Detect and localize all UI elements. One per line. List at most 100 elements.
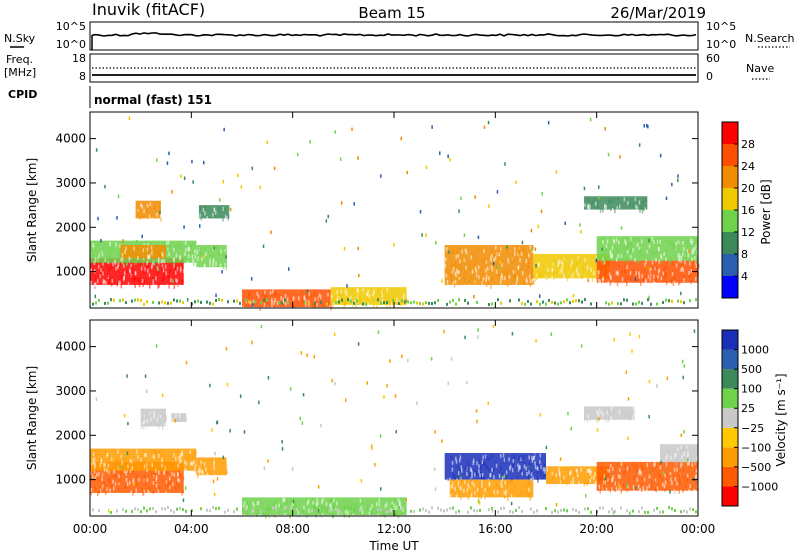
velocity-scatter-points: [95, 324, 696, 515]
freq-tick-bottom: 8: [79, 70, 86, 83]
velocity-ylabel: Slant Range [km]: [25, 366, 39, 470]
power-colorbar-segment-0: [722, 276, 738, 298]
velocity-colorbar-segment-0: [722, 486, 738, 506]
power-colorbar-segment-1: [722, 254, 738, 276]
velocity-colorbar-segment-5: [722, 388, 738, 409]
velocity-colorbar-tick-1: 500: [741, 363, 762, 376]
power-colorbar-segment-4: [722, 188, 738, 210]
velocity-colorbar-segment-1: [722, 466, 738, 487]
velocity-colorbar-tick-6: −500: [741, 461, 771, 474]
velocity-region-2: [140, 408, 167, 430]
power-colorbar-tick-4: 20: [741, 182, 755, 195]
power-region-12: [584, 196, 648, 214]
power-colorbar-segment-3: [722, 210, 738, 232]
velocity-ytick-0: 1000: [55, 473, 86, 487]
freq-panel: Freq. [MHz] 18 8 60 0 Nave: [4, 52, 774, 83]
velocity-xtick-0: 00:00: [73, 522, 108, 536]
velocity-colorbar-segment-2: [722, 447, 738, 467]
velocity-region-7: [449, 479, 534, 502]
power-colorbar-segment-6: [722, 144, 738, 166]
noise-panel: N.Sky 10^5 10^0 10^5 10^0 N.Search: [4, 20, 795, 51]
date-title: 26/Mar/2019: [610, 4, 706, 22]
noise-right-tick-top: 10^5: [706, 20, 736, 33]
power-near-range: [92, 298, 697, 306]
velocity-xtick-2: 08:00: [275, 522, 310, 536]
noise-left-tick-top: 10^5: [56, 20, 86, 33]
velocity-xtick-6: 00:00: [681, 522, 716, 536]
velocity-xtick-5: 20:00: [579, 522, 614, 536]
power-colorbar-tick-0: 4: [741, 270, 748, 283]
power-colorbar-label: Power [dB]: [759, 179, 773, 244]
power-ytick-0: 1000: [55, 265, 86, 279]
power-heatmap: [90, 116, 700, 312]
power-region-9: [533, 253, 611, 283]
velocity-colorbar: 1000 500 100 25 −25 −100 −500 −1000: [721, 329, 778, 507]
freq-label-2: [MHz]: [4, 66, 36, 79]
velocity-colorbar-tick-0: 1000: [741, 344, 769, 357]
power-colorbar-tick-1: 8: [741, 248, 748, 261]
noise-sky-trace: [91, 32, 697, 37]
power-colorbar-tick-5: 24: [741, 160, 755, 173]
velocity-ytick-3: 4000: [55, 340, 86, 354]
beam-title: Beam 15: [358, 4, 425, 22]
velocity-colorbar-segment-4: [722, 408, 738, 428]
freq-label-1: Freq.: [6, 53, 33, 66]
power-colorbar-segment-2: [722, 232, 738, 254]
power-ylabel: Slant Range [km]: [25, 158, 39, 262]
power-ytick-3: 4000: [55, 132, 86, 146]
velocity-region-3: [171, 413, 187, 426]
velocity-colorbar-segment-8: [722, 330, 738, 350]
velocity-colorbar-segment-3: [722, 427, 738, 448]
power-region-0: [90, 258, 185, 289]
velocity-region-9: [596, 461, 699, 495]
velocity-xtick-1: 04:00: [174, 522, 209, 536]
power-region-11: [596, 236, 700, 265]
power-colorbar: 4 8 12 16 20 24 28: [721, 121, 755, 299]
nave-tick-top: 60: [706, 52, 720, 65]
x-axis-label: Time UT: [368, 539, 419, 553]
velocity-region-11: [584, 406, 635, 424]
power-region-3: [135, 200, 162, 222]
velocity-region-8: [546, 466, 611, 488]
power-region-2: [120, 245, 166, 262]
velocity-colorbar-tick-5: −100: [741, 441, 771, 454]
velocity-ytick-1: 2000: [55, 428, 86, 442]
power-ytick-2: 3000: [55, 176, 86, 190]
noise-sky-label: N.Sky: [4, 32, 36, 45]
velocity-region-6: [444, 453, 547, 484]
velocity-ytick-2: 3000: [55, 384, 86, 398]
velocity-region-4: [196, 457, 228, 479]
power-colorbar-tick-6: 28: [741, 138, 755, 151]
velocity-colorbar-tick-2: 100: [741, 383, 762, 396]
power-colorbar-tick-3: 16: [741, 204, 755, 217]
power-region-8: [444, 245, 535, 289]
noise-right-tick-bottom: 10^0: [706, 38, 736, 51]
velocity-heatmap: [90, 324, 699, 519]
power-region-4: [196, 245, 228, 271]
freq-tick-top: 18: [72, 52, 86, 65]
noise-left-tick-bottom: 10^0: [56, 38, 86, 51]
nave-label: Nave: [746, 62, 774, 75]
power-colorbar-tick-2: 12: [741, 226, 755, 239]
velocity-colorbar-segment-7: [722, 349, 738, 370]
cpid-label: CPID: [8, 88, 37, 101]
velocity-colorbar-tick-7: −1000: [741, 480, 778, 493]
velocity-near-range: [92, 506, 697, 514]
power-colorbar-segment-5: [722, 166, 738, 188]
power-colorbar-segment-7: [722, 122, 738, 144]
velocity-xtick-3: 12:00: [377, 522, 412, 536]
velocity-panel: 00:00 04:00 08:00 12:00 16:00 20:00 00:00 1000 2…: [25, 319, 788, 553]
power-ytick-1: 2000: [55, 220, 86, 234]
noise-search-label: N.Search: [745, 32, 795, 45]
power-scatter-points: [94, 116, 690, 307]
power-region-5: [198, 205, 231, 222]
cpid-text: normal (fast) 151: [94, 93, 212, 107]
velocity-region-1: [90, 448, 198, 475]
velocity-colorbar-label: Velocity [m s⁻¹]: [774, 373, 788, 466]
power-region-10: [596, 260, 700, 287]
power-region-7: [330, 287, 407, 309]
velocity-colorbar-segment-6: [722, 369, 738, 389]
velocity-colorbar-tick-4: −25: [741, 422, 764, 435]
velocity-xtick-4: 16:00: [478, 522, 513, 536]
